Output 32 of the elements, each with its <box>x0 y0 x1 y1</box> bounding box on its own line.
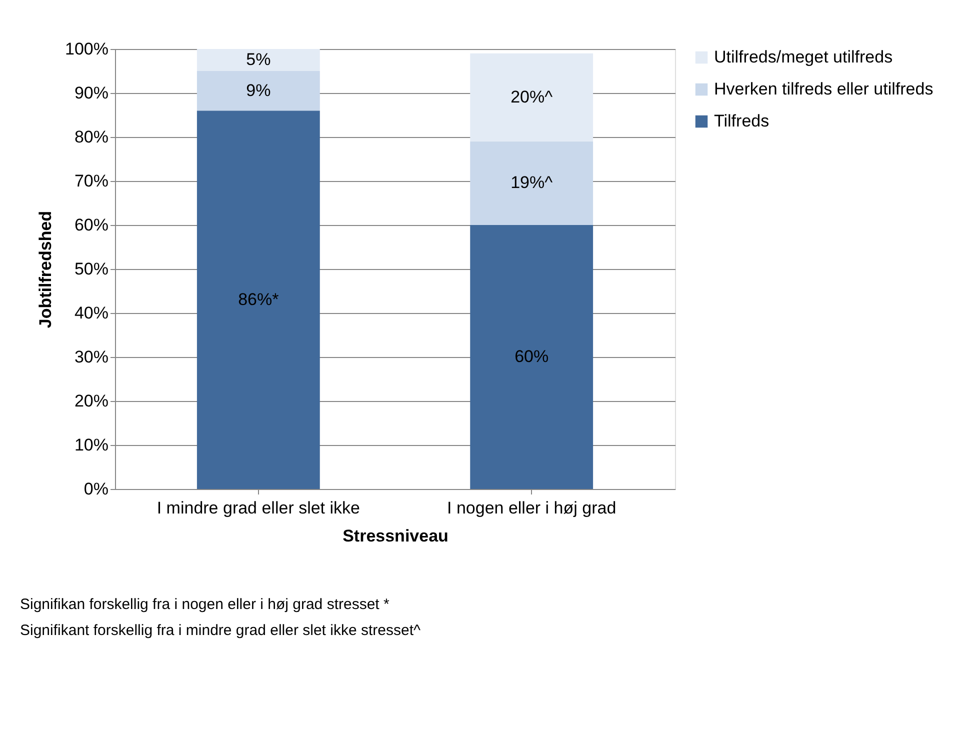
bar <box>470 225 594 489</box>
legend-label: Tilfreds <box>714 112 770 130</box>
y-tick-label: 30% <box>74 348 108 366</box>
data-label: 86%* <box>238 290 280 309</box>
y-tick-label: 100% <box>65 40 108 58</box>
data-label: 5% <box>246 50 271 69</box>
y-axis-title: Jobtilfredshed <box>36 210 56 328</box>
y-tick-label: 0% <box>84 480 108 498</box>
data-label: 20%^ <box>510 87 553 106</box>
text: Signifikant forskellig fra i mindre grad eller slet ikke stresset^ <box>20 622 421 639</box>
bar <box>196 49 320 71</box>
y-tick-label: 80% <box>74 128 108 146</box>
x-axis-title: Stressniveau <box>342 526 448 546</box>
bar <box>470 53 594 142</box>
y-tick-label: 10% <box>74 436 108 454</box>
y-tick-label: 70% <box>74 172 108 190</box>
y-tick-label: 50% <box>74 260 108 278</box>
data-label: 19%^ <box>510 173 553 192</box>
y-tick-label: 90% <box>74 84 108 102</box>
data-label: 9% <box>246 80 271 100</box>
bar <box>470 141 594 225</box>
y-tick-label: 40% <box>74 304 108 322</box>
legend-label: Utilfreds/meget utilfreds <box>714 48 893 66</box>
x-tick-label: I nogen eller i høj grad <box>447 498 616 518</box>
text: Signifikan forskellig fra i nogen eller i høj grad stresset * <box>20 596 390 613</box>
x-tick-label: I mindre grad eller slet ikke <box>156 498 360 518</box>
y-tick-label: 20% <box>74 392 108 410</box>
y-tick-label: 60% <box>74 216 108 234</box>
legend-label: Hverken tilfreds eller utilfreds <box>714 80 934 98</box>
data-label: 60% <box>514 347 549 366</box>
bar <box>196 110 320 489</box>
bar <box>196 71 320 111</box>
